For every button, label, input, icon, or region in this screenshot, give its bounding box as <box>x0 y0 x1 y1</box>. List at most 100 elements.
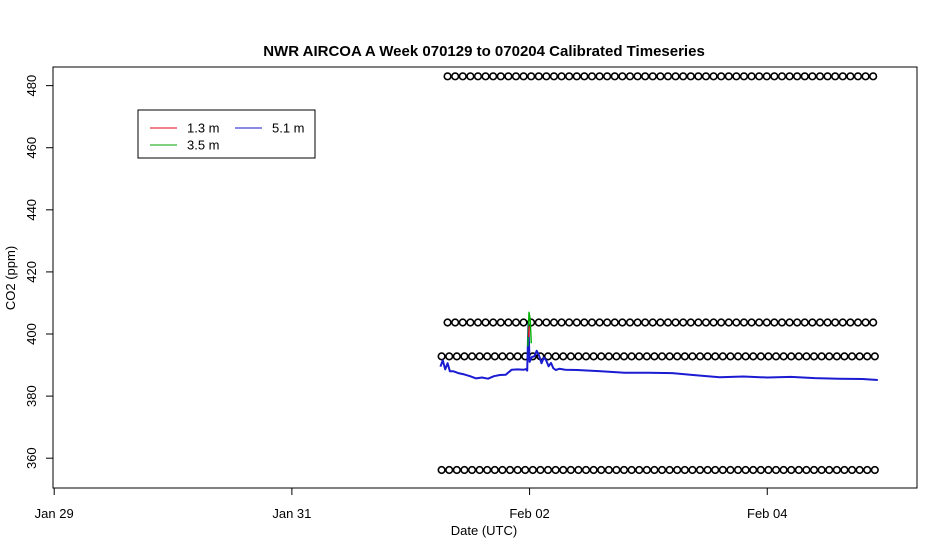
marker-point <box>800 318 809 327</box>
marker-point <box>840 352 849 361</box>
marker-point <box>680 352 689 361</box>
marker-point <box>610 72 619 81</box>
marker-point <box>853 318 863 327</box>
marker-point <box>663 318 673 327</box>
marker-point <box>787 465 796 475</box>
marker-point <box>756 465 765 475</box>
marker-point <box>604 465 613 475</box>
marker-point <box>527 72 536 81</box>
x-tick-label: Feb 02 <box>509 506 549 521</box>
marker-point <box>445 465 454 475</box>
marker-point <box>581 465 591 475</box>
marker-point <box>505 465 515 475</box>
marker-point <box>764 352 773 361</box>
marker-point <box>853 72 863 81</box>
legend-box <box>137 109 316 159</box>
marker-point <box>543 465 553 475</box>
series-lines <box>439 311 878 381</box>
marker-point <box>589 465 598 475</box>
marker-point <box>565 72 574 81</box>
marker-point <box>717 318 726 327</box>
marker-point <box>549 72 559 81</box>
series-line <box>439 323 878 381</box>
marker-point <box>458 318 467 327</box>
marker-point <box>559 352 568 361</box>
marker-point <box>603 318 612 327</box>
marker-point <box>703 352 712 361</box>
marker-point <box>777 318 787 327</box>
marker-point <box>648 318 657 327</box>
marker-point <box>604 352 613 361</box>
marker-point <box>671 318 680 327</box>
legend-label: 5.1 m <box>272 121 305 136</box>
marker-point <box>688 352 697 361</box>
marker-point <box>489 318 498 327</box>
chart-title: NWR AIRCOA A Week 070129 to 070204 Calib… <box>263 43 705 60</box>
marker-point <box>686 318 695 327</box>
marker-point <box>625 72 635 81</box>
marker-point <box>496 318 505 327</box>
marker-point <box>619 465 629 475</box>
marker-point <box>595 72 604 81</box>
marker-point <box>825 465 834 475</box>
marker-point <box>718 465 727 475</box>
marker-point <box>466 72 475 81</box>
marker-point <box>694 318 703 327</box>
marker-point <box>861 318 870 327</box>
marker-point <box>619 352 629 361</box>
marker-point <box>665 352 674 361</box>
marker-point <box>481 318 490 327</box>
marker-point <box>863 352 872 361</box>
y-tick-label: 420 <box>24 261 39 283</box>
marker-point <box>739 72 749 81</box>
marker-point <box>815 318 825 327</box>
marker-point <box>534 72 543 81</box>
marker-point <box>589 352 598 361</box>
plot-area-frame <box>52 66 918 489</box>
marker-point <box>673 465 682 475</box>
marker-point <box>475 352 484 361</box>
y-tick-label: 400 <box>24 323 39 345</box>
marker-point <box>559 465 568 475</box>
marker-point <box>794 352 803 361</box>
marker-point <box>458 72 467 81</box>
marker-point <box>779 465 788 475</box>
marker-point <box>587 72 597 81</box>
marker-point <box>505 352 515 361</box>
marker-point <box>847 352 857 361</box>
marker-point <box>787 352 796 361</box>
marker-point <box>511 72 521 81</box>
marker-point <box>847 465 857 475</box>
marker-point <box>536 465 545 475</box>
marker-point <box>762 318 771 327</box>
marker-point <box>498 352 507 361</box>
marker-point <box>809 352 819 361</box>
marker-point <box>732 318 741 327</box>
marker-point <box>452 352 461 361</box>
marker-point <box>870 352 879 361</box>
marker-point <box>451 72 460 81</box>
marker-point <box>445 352 454 361</box>
marker-point <box>542 318 551 327</box>
marker-point <box>673 352 682 361</box>
marker-point <box>724 318 733 327</box>
series-line <box>527 326 530 338</box>
marker-point <box>642 352 651 361</box>
marker-point <box>557 318 566 327</box>
marker-point <box>475 465 484 475</box>
marker-point <box>679 318 688 327</box>
marker-point <box>779 352 788 361</box>
marker-point <box>443 318 452 327</box>
marker-point <box>703 465 712 475</box>
marker-point <box>572 318 581 327</box>
marker-point <box>566 352 575 361</box>
marker-point <box>831 318 840 327</box>
x-axis-label: Date (UTC) <box>451 523 517 538</box>
marker-point <box>483 352 492 361</box>
marker-point <box>460 465 469 475</box>
marker-point <box>657 352 667 361</box>
marker-point <box>648 72 657 81</box>
marker-point <box>437 465 446 475</box>
marker-point <box>551 352 560 361</box>
